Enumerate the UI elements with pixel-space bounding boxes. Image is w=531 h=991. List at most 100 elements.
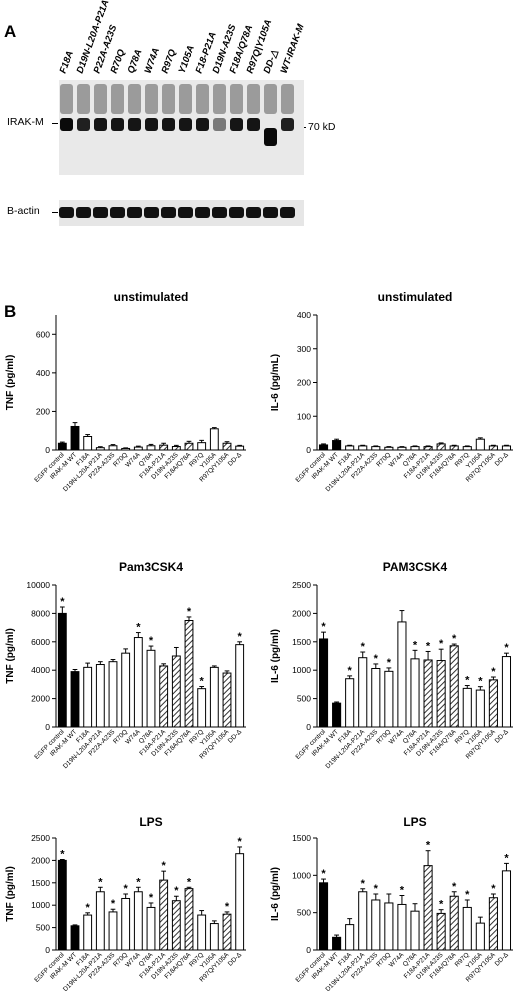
y-tick-label: 1000 [292, 870, 311, 880]
y-axis-label: TNF (pg/ml) [5, 628, 16, 684]
significance-marker: * [465, 889, 470, 901]
band-tick [52, 123, 58, 124]
chart-pam3csk4-tnf: Pam3CSK4 TNF (pg/ml) 0 2000 4000 6000 8000 1000… [5, 560, 246, 770]
y-tick-label: 400 [297, 310, 311, 320]
bar [184, 620, 194, 728]
category-label: DD-Δ [494, 728, 511, 745]
irak-m-band [94, 118, 107, 131]
y-tick-label: 1000 [292, 665, 311, 675]
y-tick-label: 6000 [31, 637, 50, 647]
bar [488, 679, 498, 728]
bar [318, 444, 329, 451]
bar [345, 445, 355, 451]
irak-m-band [213, 118, 226, 131]
significance-marker: * [321, 868, 326, 880]
y-tick-label: 8000 [31, 608, 50, 618]
significance-marker: * [136, 876, 141, 888]
blot-smear [230, 84, 243, 114]
significance-marker: * [426, 840, 431, 852]
irak-m-band [230, 118, 243, 131]
bar [449, 445, 459, 451]
bar [371, 667, 381, 728]
bar [95, 447, 105, 451]
bar [70, 425, 80, 451]
y-tick-label: 0 [306, 722, 311, 732]
bar [222, 442, 232, 451]
bar [462, 906, 472, 951]
blot-smear [128, 84, 141, 114]
category-label: DD-Δ [494, 451, 511, 468]
bar [70, 925, 80, 951]
bar [475, 438, 485, 451]
bar [358, 445, 368, 451]
b-actin-band [229, 207, 244, 218]
bar [384, 902, 394, 951]
bar [318, 882, 329, 951]
blot-smear [213, 84, 226, 114]
significance-marker: * [439, 899, 444, 911]
irak-m-band [281, 118, 294, 131]
category-label: W74A [388, 951, 406, 969]
category-label: W74A [388, 451, 406, 469]
category-label: DD-Δ [227, 951, 244, 968]
blot-smear [77, 84, 90, 114]
y-tick-label: 300 [297, 344, 311, 354]
western-blot-panel: A F18A D19N-L20A-P21A P22A-A23S R70Q Q78A W74… [0, 0, 531, 250]
blot-smear [111, 84, 124, 114]
category-label: W74A [388, 728, 406, 746]
category-label: DD-Δ [494, 951, 511, 968]
bar [410, 910, 420, 951]
bar [133, 446, 143, 451]
actin-tick [52, 212, 58, 213]
bar [449, 895, 459, 951]
significance-marker: * [465, 675, 470, 687]
blot-smear [94, 84, 107, 114]
bar [332, 440, 342, 451]
y-axis-label: TNF (pg/ml) [5, 355, 16, 411]
significance-marker: * [478, 676, 483, 688]
y-tick-label: 0 [45, 445, 50, 455]
bar [146, 649, 156, 728]
irak-m-band [179, 118, 192, 131]
bar [121, 447, 131, 451]
significance-marker: * [321, 621, 326, 633]
bar [209, 923, 219, 951]
b-actin-blot [59, 200, 304, 226]
bar [371, 899, 381, 951]
irak-m-blot [59, 80, 304, 175]
y-tick-label: 1000 [31, 900, 50, 910]
chart-title: unstimulated [114, 290, 189, 304]
blot-smear [60, 84, 73, 114]
molecular-weight-marker-label: 70 kD [308, 121, 336, 133]
panel-letter-a: A [4, 22, 17, 41]
blot-smear [196, 84, 209, 114]
bar [501, 656, 512, 728]
y-tick-label: 2500 [292, 580, 311, 590]
bar [159, 444, 169, 451]
bar [449, 645, 459, 728]
bar [475, 922, 485, 951]
irak-m-band [111, 118, 124, 131]
significance-marker: * [98, 876, 103, 888]
bar [108, 661, 118, 728]
significance-marker: * [60, 596, 65, 608]
bar [159, 665, 169, 728]
bar [358, 891, 368, 951]
irak-m-band [128, 118, 141, 131]
chart-title: PAM3CSK4 [383, 560, 448, 574]
b-actin-band [59, 207, 74, 218]
bar [397, 446, 407, 451]
irak-m-band [145, 118, 158, 131]
bar [133, 637, 143, 728]
bar [95, 891, 105, 951]
bar [57, 442, 67, 451]
y-tick-label: 600 [36, 329, 50, 339]
chart-title: unstimulated [378, 290, 453, 304]
significance-marker: * [400, 884, 405, 896]
bar [462, 687, 472, 728]
bar [222, 672, 232, 728]
bar [146, 906, 156, 951]
